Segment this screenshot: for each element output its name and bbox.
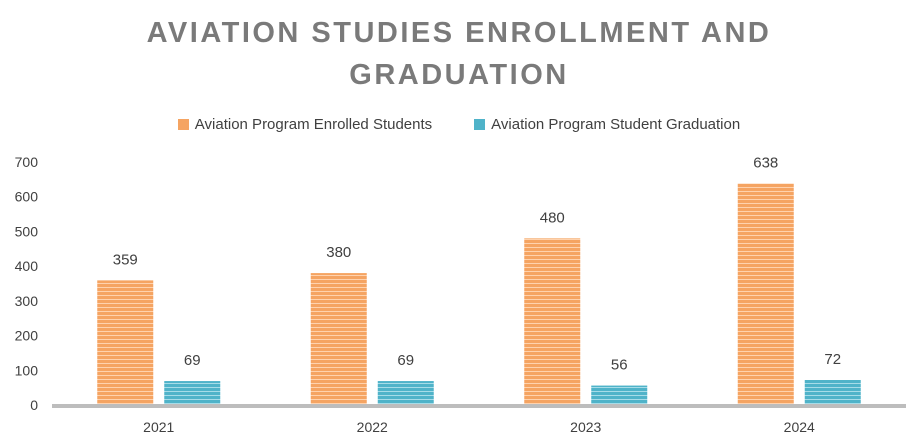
data-label: 638	[753, 155, 778, 172]
y-tick-label: 400	[15, 258, 39, 274]
y-tick-label: 700	[15, 154, 39, 170]
y-tick-label: 0	[30, 397, 38, 413]
bar-enrolled-2023	[524, 238, 581, 405]
bar-graduation-2021	[164, 381, 221, 405]
bars-group	[97, 183, 861, 405]
bar-enrolled-2024	[737, 183, 794, 405]
x-tick-label: 2021	[143, 419, 174, 435]
chart-title: AVIATION STUDIES ENROLLMENT AND GRADUATI…	[0, 12, 918, 96]
legend-label-graduation: Aviation Program Student Graduation	[491, 116, 741, 133]
y-axis: 0 100 200 300 400 500 600 700	[15, 154, 39, 413]
bar-enrolled-2022	[310, 273, 367, 405]
bar-graduation-2023	[591, 385, 648, 405]
x-tick-label: 2024	[784, 419, 815, 435]
x-axis: 2021 2022 2023 2024	[52, 404, 906, 435]
y-tick-label: 500	[15, 223, 39, 239]
legend-item-enrolled: Aviation Program Enrolled Students	[177, 116, 433, 133]
data-label: 72	[824, 351, 841, 368]
x-axis-line	[52, 404, 906, 408]
bar-graduation-2022	[377, 381, 434, 405]
legend-swatch-enrolled	[177, 119, 189, 130]
y-tick-label: 100	[15, 362, 39, 378]
legend-label-enrolled: Aviation Program Enrolled Students	[194, 116, 433, 133]
chart-legend: Aviation Program Enrolled Students Aviat…	[0, 116, 918, 133]
chart-title-line-1: AVIATION STUDIES ENROLLMENT AND	[146, 17, 772, 49]
data-label: 69	[184, 352, 201, 369]
bar-enrolled-2021	[97, 280, 154, 405]
bar-graduation-2024	[804, 380, 861, 405]
legend-swatch-graduation	[474, 119, 486, 130]
data-label: 56	[611, 357, 628, 374]
data-labels-group: 359 69 380 69 480 56 638 72	[113, 155, 841, 374]
data-label: 69	[397, 352, 414, 369]
data-label: 380	[326, 244, 351, 261]
x-tick-label: 2023	[570, 419, 601, 435]
chart-title-line-2: GRADUATION	[349, 59, 569, 91]
data-label: 480	[540, 209, 565, 226]
data-label: 359	[113, 251, 138, 268]
y-tick-label: 200	[15, 328, 39, 344]
x-tick-label: 2022	[357, 419, 388, 435]
y-tick-label: 600	[15, 189, 39, 205]
y-tick-label: 300	[15, 293, 39, 309]
legend-item-graduation: Aviation Program Student Graduation	[474, 116, 740, 133]
